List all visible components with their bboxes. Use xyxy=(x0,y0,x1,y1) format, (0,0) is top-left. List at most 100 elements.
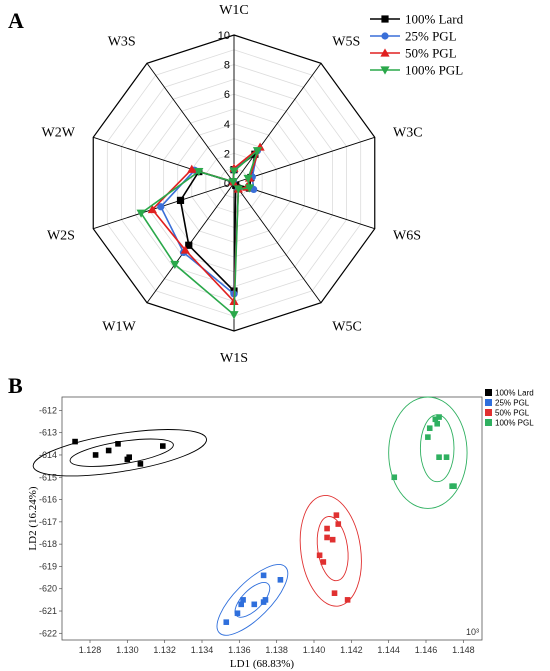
x-tick-label: 1.130 xyxy=(116,645,139,655)
data-point xyxy=(115,441,121,447)
legend-label: 100% Lard xyxy=(405,12,464,27)
x-tick-label: 1.128 xyxy=(79,645,102,655)
data-point xyxy=(240,597,246,603)
y-tick-label: -617 xyxy=(39,517,57,527)
radar-tick-label: 10 xyxy=(218,30,230,42)
x-tick-label: 1.132 xyxy=(153,645,176,655)
legend-swatch xyxy=(485,409,492,416)
confidence-ellipse xyxy=(69,438,174,467)
data-point xyxy=(451,483,457,489)
confidence-ellipse xyxy=(216,564,289,636)
radar-legend: 100% Lard 25% PGL 50% PGL 100% PGL xyxy=(370,12,464,78)
lda-scatter-chart: 1.128 1.130 1.132 1.134 1.136 1.138 1.140 1.142… xyxy=(27,389,534,671)
x-axis-multiplier: 10³ xyxy=(466,627,479,637)
data-point xyxy=(381,32,389,40)
radar-chart: 0 2 4 6 8 10 W1C W5S W3C W6S W5C W1S W1W W2S W2W W3S xyxy=(42,3,423,366)
radar-axis-label: W3C xyxy=(393,125,423,140)
y-tick-label: -614 xyxy=(39,450,57,460)
data-point xyxy=(147,204,157,214)
y-tick-label: -612 xyxy=(39,405,57,415)
radar-axis-label: W2S xyxy=(47,229,75,244)
legend-swatch xyxy=(485,389,492,396)
x-tick-label: 1.142 xyxy=(340,645,363,655)
data-point xyxy=(157,203,165,211)
x-tick-label: 1.136 xyxy=(228,645,251,655)
radar-axis-label: W1W xyxy=(102,319,136,334)
data-point xyxy=(92,452,99,458)
radar-axis-label: W6S xyxy=(393,229,421,244)
data-point xyxy=(251,150,259,158)
data-point xyxy=(335,521,342,527)
data-point xyxy=(324,525,330,532)
data-point xyxy=(443,454,450,460)
data-point xyxy=(331,590,338,596)
data-point xyxy=(391,474,398,481)
x-tick-label: 1.146 xyxy=(415,645,438,655)
y-tick-label: -622 xyxy=(39,628,57,638)
radar-axis-label: W2W xyxy=(42,125,76,140)
y-tick-label: -618 xyxy=(39,539,57,549)
legend-swatch xyxy=(485,419,492,426)
confidence-ellipse xyxy=(32,429,208,477)
radar-tick-label: 8 xyxy=(224,60,230,72)
legend-label: 25% PGL xyxy=(405,29,457,44)
radar-spoke xyxy=(233,182,322,303)
radar-tick-label: 2 xyxy=(224,148,230,160)
data-point xyxy=(333,512,340,518)
radar-axis-label: W5C xyxy=(332,319,362,334)
data-point xyxy=(187,164,197,173)
legend-label: 50% PGL xyxy=(405,46,457,61)
plot-frame xyxy=(61,396,483,641)
y-tick-label: -615 xyxy=(39,472,57,482)
data-point xyxy=(380,48,390,57)
x-tick-label: 1.134 xyxy=(191,645,214,655)
data-point xyxy=(72,438,78,445)
data-point xyxy=(136,209,146,218)
confidence-ellipse xyxy=(388,396,468,509)
data-point xyxy=(262,597,269,603)
data-point xyxy=(324,534,330,541)
data-point xyxy=(238,601,244,608)
data-point xyxy=(425,434,431,440)
y-tick-label: -613 xyxy=(39,428,57,438)
data-point xyxy=(185,241,193,249)
x-tick-label: 1.144 xyxy=(377,645,400,655)
x-axis-label: LD1 (68.83%) xyxy=(230,658,294,670)
panel-label-a: A xyxy=(8,8,24,33)
data-point xyxy=(243,174,253,184)
x-tick-label: 1.140 xyxy=(303,645,326,655)
data-point xyxy=(426,425,433,432)
data-point xyxy=(137,461,144,467)
radar-spoke xyxy=(233,63,322,184)
data-point xyxy=(180,245,190,254)
x-tick-label: 1.138 xyxy=(265,645,288,655)
data-point xyxy=(105,447,112,454)
radar-axis-label: W3S xyxy=(108,35,136,50)
panel-label-b: B xyxy=(8,373,23,398)
data-point xyxy=(316,552,323,559)
radar-axis-label: W1S xyxy=(220,351,248,366)
radar-spoke xyxy=(233,136,375,184)
legend-label: 100% Lard xyxy=(495,389,534,398)
y-tick-label: -619 xyxy=(39,561,57,571)
legend-swatch xyxy=(485,399,492,406)
data-point xyxy=(126,454,132,460)
radar-tick-label: 0 xyxy=(224,178,230,190)
data-point xyxy=(223,619,230,625)
radar-spoke xyxy=(233,182,375,230)
data-point xyxy=(260,572,267,579)
data-point xyxy=(381,15,389,23)
data-point xyxy=(229,311,239,320)
y-tick-label: -621 xyxy=(39,606,57,616)
radar-spoke xyxy=(146,63,235,184)
y-tick-label: -620 xyxy=(39,584,57,594)
data-point xyxy=(277,577,284,583)
legend-label: 100% PGL xyxy=(405,63,463,78)
confidence-ellipse xyxy=(299,495,362,607)
confidence-ellipse xyxy=(316,516,349,582)
data-point xyxy=(233,185,243,194)
data-point xyxy=(170,260,180,270)
data-point xyxy=(432,416,439,423)
data-point xyxy=(380,66,390,75)
